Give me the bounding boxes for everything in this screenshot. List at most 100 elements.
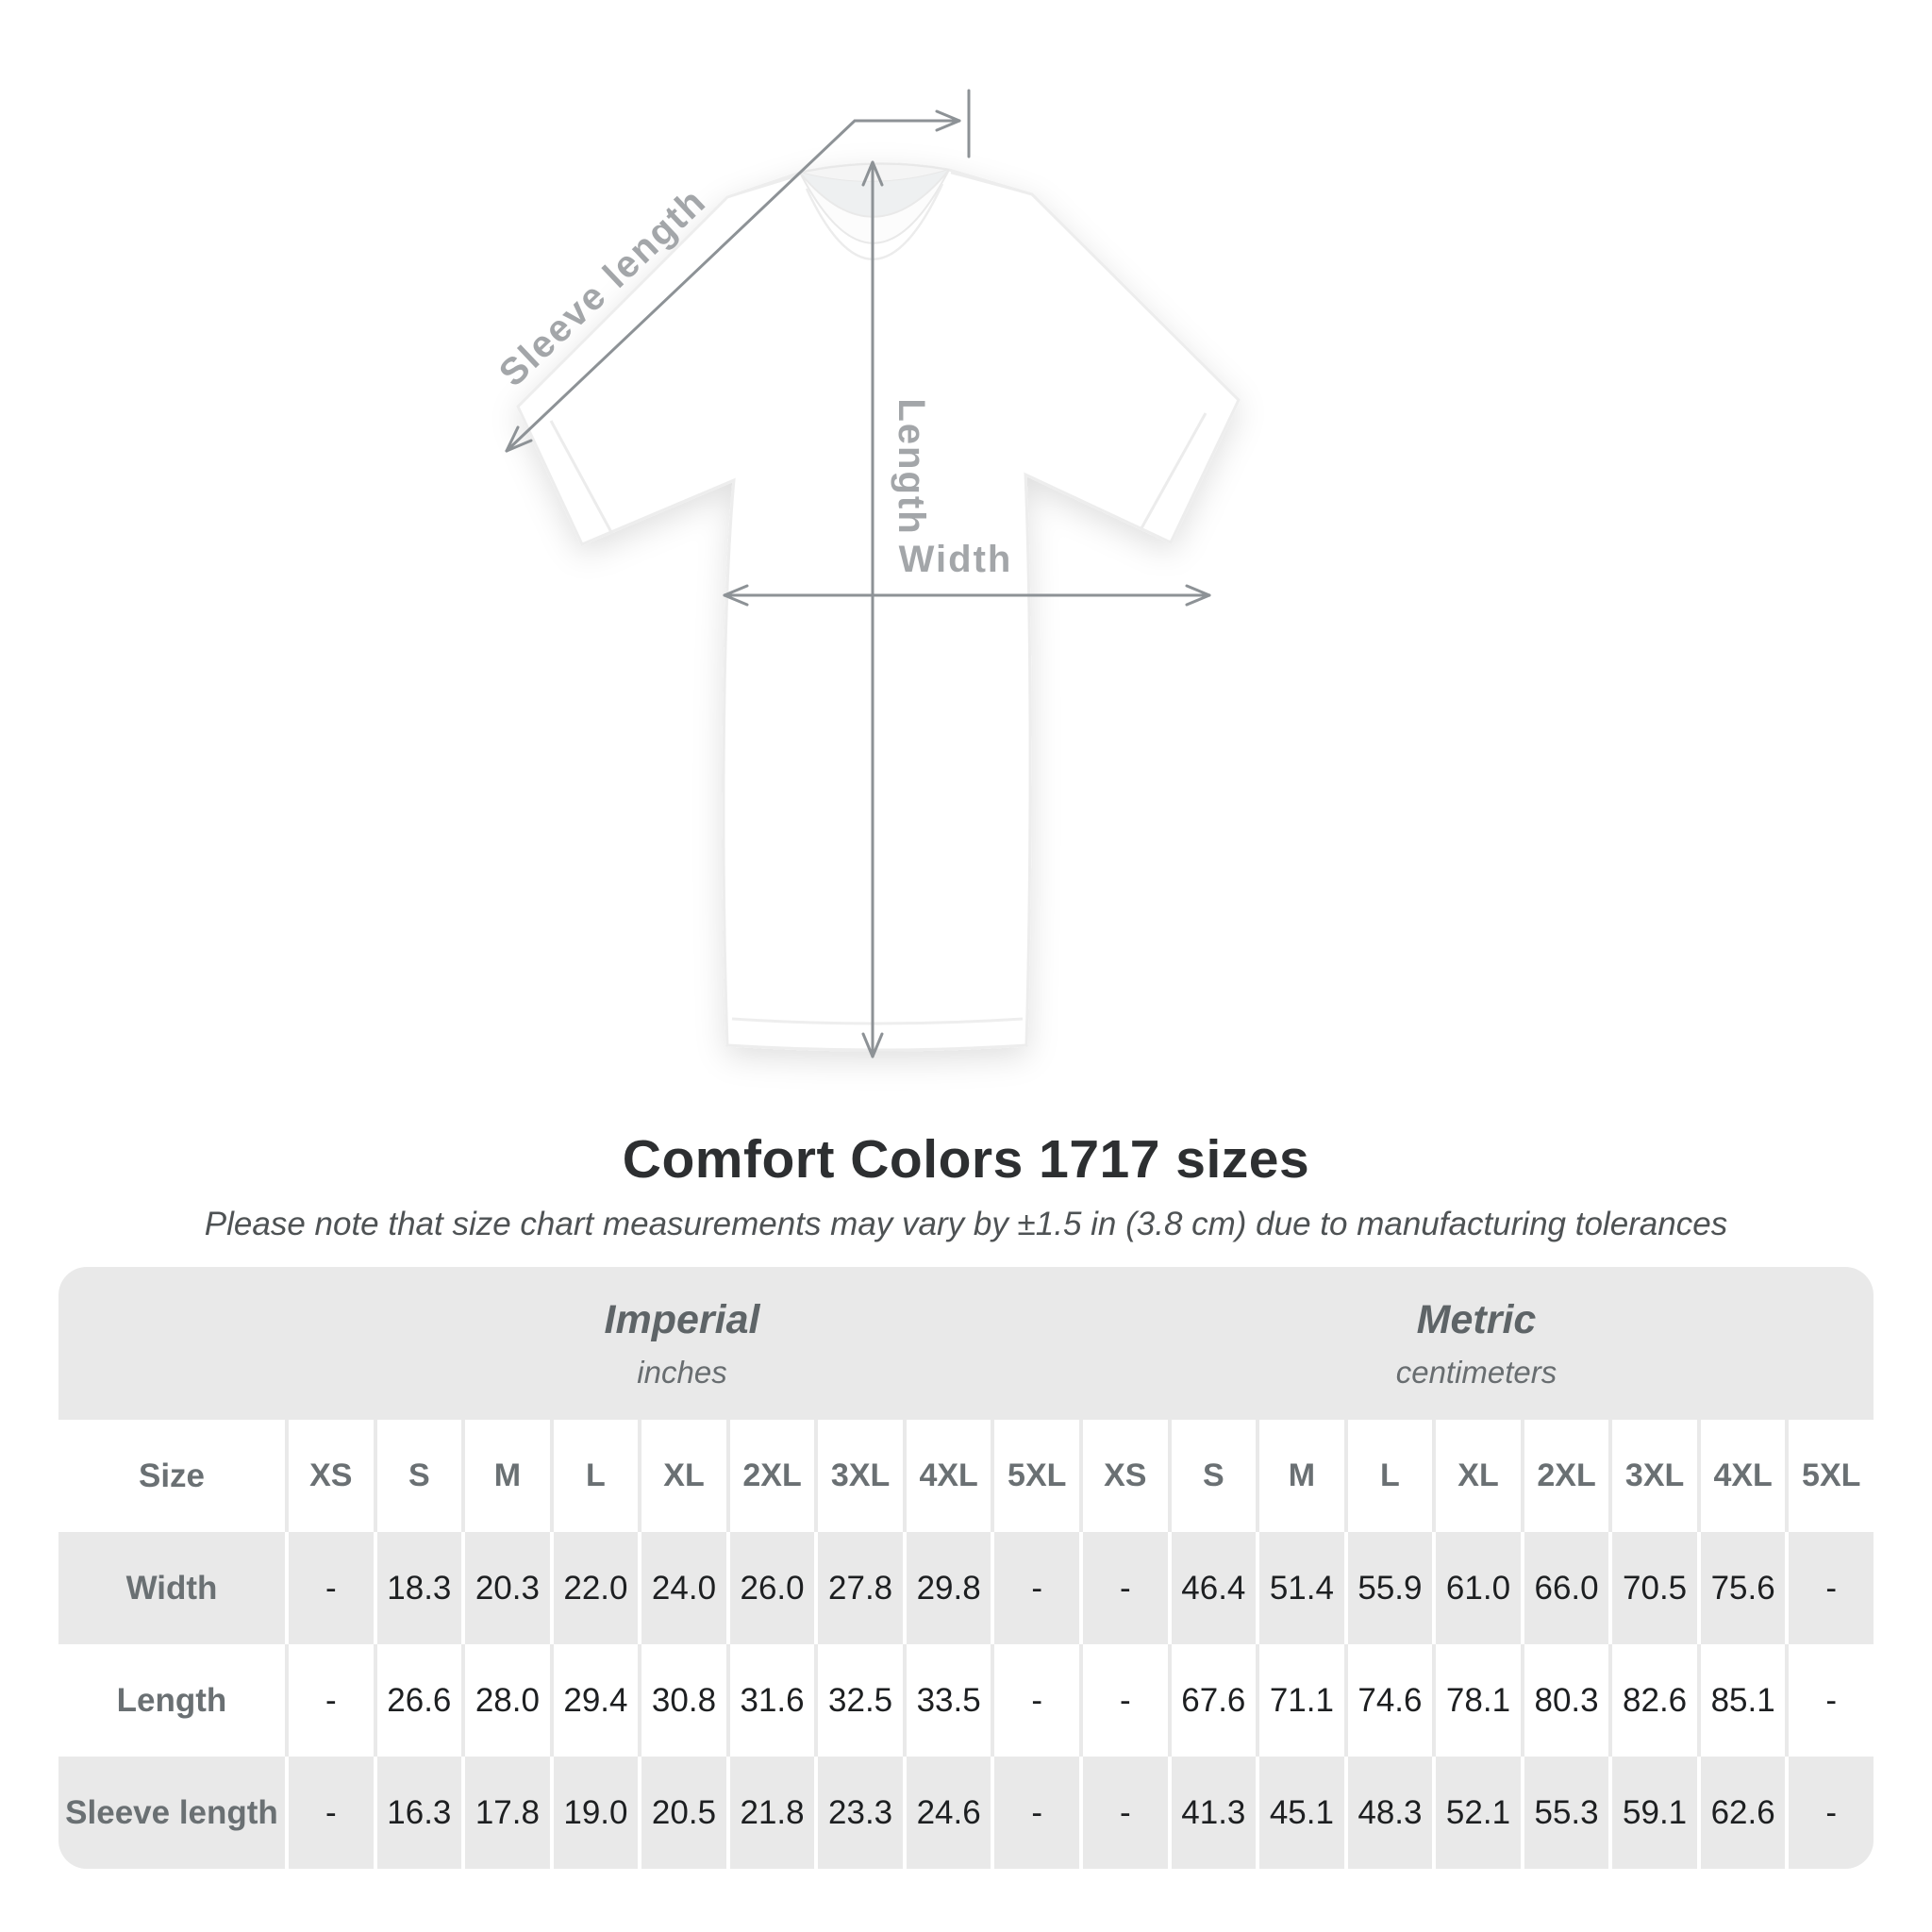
table-cell: 59.1 — [1608, 1757, 1697, 1869]
imperial-title: Imperial — [604, 1296, 760, 1342]
table-cell: 20.3 — [461, 1532, 550, 1644]
table-cell: 17.8 — [461, 1757, 550, 1869]
table-cell: 55.3 — [1520, 1757, 1609, 1869]
table-cell: - — [1785, 1644, 1874, 1757]
table-cell: 52.1 — [1432, 1757, 1521, 1869]
table-cell: 29.4 — [549, 1644, 639, 1757]
table-cell: 31.6 — [725, 1644, 815, 1757]
table-cell: 23.3 — [814, 1757, 903, 1869]
table-cell: 24.0 — [638, 1532, 726, 1644]
metric-section-header: Metric centimeters — [1079, 1267, 1874, 1420]
width-label: Width — [899, 539, 1013, 580]
table-cell: 29.8 — [902, 1532, 991, 1644]
table-cell: - — [285, 1644, 374, 1757]
size-table: Imperial inches Metric centimeters Size … — [58, 1267, 1874, 1869]
tshirt-collar-hole — [800, 170, 949, 217]
table-cell: 28.0 — [461, 1644, 550, 1757]
table-cell: 20.5 — [638, 1757, 726, 1869]
row-label: Sleeve length — [65, 1793, 278, 1831]
table-cell: 33.5 — [902, 1644, 991, 1757]
size-header-row: Size XS S M L XL 2XL 3XL 4XL — [58, 1420, 1874, 1532]
size-column-header: L — [1343, 1420, 1433, 1532]
size-column-header: 3XL — [814, 1420, 903, 1532]
page-title: Comfort Colors 1717 sizes — [622, 1129, 1310, 1190]
metric-title: Metric — [1416, 1296, 1537, 1342]
row-label: Width — [125, 1569, 218, 1607]
table-cell: 45.1 — [1256, 1757, 1344, 1869]
table-row-length: Length - 26.6 28.0 29.4 30.8 31.6 32.5 — [58, 1644, 1874, 1757]
tshirt-hem-seam — [731, 1017, 1024, 1025]
tshirt-cuff-seam-left — [549, 420, 614, 535]
table-cell: 66.0 — [1520, 1532, 1609, 1644]
table-cell: 70.5 — [1608, 1532, 1697, 1644]
table-cell: - — [1079, 1644, 1168, 1757]
table-cell: 82.6 — [1608, 1644, 1697, 1757]
size-column-header: M — [1256, 1420, 1344, 1532]
table-cell: 85.1 — [1696, 1644, 1786, 1757]
imperial-section-header: Imperial inches — [285, 1267, 1079, 1420]
table-cell: 48.3 — [1343, 1757, 1433, 1869]
size-column-header: S — [373, 1420, 462, 1532]
table-cell: 55.9 — [1343, 1532, 1433, 1644]
tshirt-cuff-seam-right — [1140, 412, 1208, 529]
table-cell: 16.3 — [373, 1757, 462, 1869]
table-cell: - — [1785, 1757, 1874, 1869]
table-cell: - — [991, 1757, 1079, 1869]
table-cell: - — [991, 1532, 1079, 1644]
tshirt-measurement-figure: Sleeve length Length Width — [491, 89, 1241, 1058]
size-column-header: S — [1167, 1420, 1257, 1532]
size-column-header: 4XL — [1696, 1420, 1786, 1532]
tshirt-collar-band — [799, 169, 950, 244]
tshirt-collar-stitch — [805, 183, 944, 260]
size-column-header: XL — [638, 1420, 726, 1532]
size-column-header: 5XL — [991, 1420, 1079, 1532]
table-cell: 61.0 — [1432, 1532, 1521, 1644]
metric-unit: centimeters — [1395, 1354, 1557, 1390]
table-cell: 26.6 — [373, 1644, 462, 1757]
table-row-width: Width - 18.3 20.3 22.0 24.0 26.0 27.8 — [58, 1532, 1874, 1644]
table-cell: 41.3 — [1167, 1757, 1257, 1869]
size-column-header: 2XL — [725, 1420, 815, 1532]
tshirt-shoulder-seam-right — [950, 171, 1033, 196]
table-row-sleeve-length: Sleeve length - 16.3 17.8 19.0 20.5 21.8… — [58, 1757, 1874, 1869]
table-cell: 67.6 — [1167, 1644, 1257, 1757]
table-cell: 78.1 — [1432, 1644, 1521, 1757]
size-column-header: L — [549, 1420, 639, 1532]
unit-header-band: Imperial inches Metric centimeters — [58, 1267, 1874, 1420]
table-cell: 19.0 — [549, 1757, 639, 1869]
width-arrow: Width — [723, 539, 1211, 607]
length-arrow: Length — [861, 160, 932, 1058]
tolerance-note: Please note that size chart measurements… — [204, 1205, 1728, 1242]
table-cell: - — [285, 1757, 374, 1869]
table-cell: 32.5 — [814, 1644, 903, 1757]
table-cell: - — [1785, 1532, 1874, 1644]
length-label: Length — [891, 398, 932, 535]
size-corner-label: Size — [138, 1457, 206, 1494]
table-cell: 27.8 — [814, 1532, 903, 1644]
tshirt-shoulder-seam-left — [726, 174, 799, 199]
size-column-header: XS — [1079, 1420, 1168, 1532]
table-cell: 46.4 — [1167, 1532, 1257, 1644]
table-cell: 80.3 — [1520, 1644, 1609, 1757]
tshirt-body — [516, 162, 1241, 1052]
table-cell: 26.0 — [725, 1532, 815, 1644]
table-cell: - — [1079, 1757, 1168, 1869]
row-label: Length — [116, 1681, 227, 1719]
size-column-header: 5XL — [1785, 1420, 1874, 1532]
table-cell: 74.6 — [1343, 1644, 1433, 1757]
table-cell: 18.3 — [373, 1532, 462, 1644]
size-column-header: 4XL — [902, 1420, 991, 1532]
size-column-header: 3XL — [1608, 1420, 1697, 1532]
table-cell: - — [991, 1644, 1079, 1757]
table-cell: 62.6 — [1696, 1757, 1786, 1869]
table-cell: 22.0 — [549, 1532, 639, 1644]
table-cell: 71.1 — [1256, 1644, 1344, 1757]
size-column-header: M — [461, 1420, 550, 1532]
table-cell: 30.8 — [638, 1644, 726, 1757]
size-column-header: 2XL — [1520, 1420, 1609, 1532]
table-cell: 75.6 — [1696, 1532, 1786, 1644]
size-column-header: XL — [1432, 1420, 1521, 1532]
table-cell: - — [1079, 1532, 1168, 1644]
size-column-header: XS — [285, 1420, 374, 1532]
